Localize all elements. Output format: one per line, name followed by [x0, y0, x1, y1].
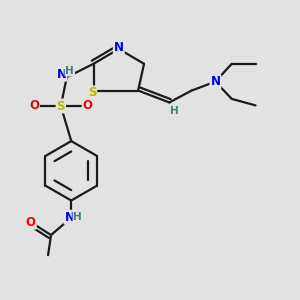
Text: S: S — [57, 100, 65, 112]
Text: N: N — [114, 41, 124, 54]
Text: H: H — [170, 106, 179, 116]
Text: H: H — [65, 66, 74, 76]
Text: O: O — [29, 99, 39, 112]
Text: N: N — [64, 211, 74, 224]
Text: H: H — [74, 212, 82, 222]
Text: N: N — [210, 75, 220, 88]
Text: S: S — [88, 86, 96, 99]
Text: N: N — [56, 68, 66, 81]
Text: O: O — [26, 216, 36, 229]
Text: O: O — [82, 99, 93, 112]
